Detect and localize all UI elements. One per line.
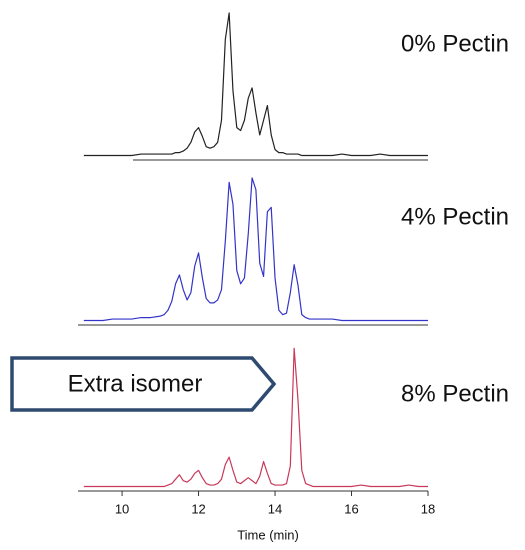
annotation: Extra isomer bbox=[68, 370, 203, 397]
x-tick-label: 10 bbox=[115, 501, 129, 516]
x-tick-label: 18 bbox=[421, 501, 435, 516]
chart-title: 8% Pectin bbox=[401, 380, 509, 407]
series-line bbox=[83, 347, 428, 488]
x-tick-label: 12 bbox=[191, 501, 205, 516]
x-tick-label: 16 bbox=[344, 501, 358, 516]
series-line bbox=[83, 12, 428, 157]
chart-title: 4% Pectin bbox=[401, 203, 509, 230]
x-axis-label: Time (min) bbox=[237, 527, 299, 542]
series-line bbox=[83, 177, 428, 322]
x-tick-label: 14 bbox=[268, 501, 282, 516]
annotation-arrow bbox=[10, 356, 277, 412]
chart-title: 0% Pectin bbox=[401, 30, 509, 57]
